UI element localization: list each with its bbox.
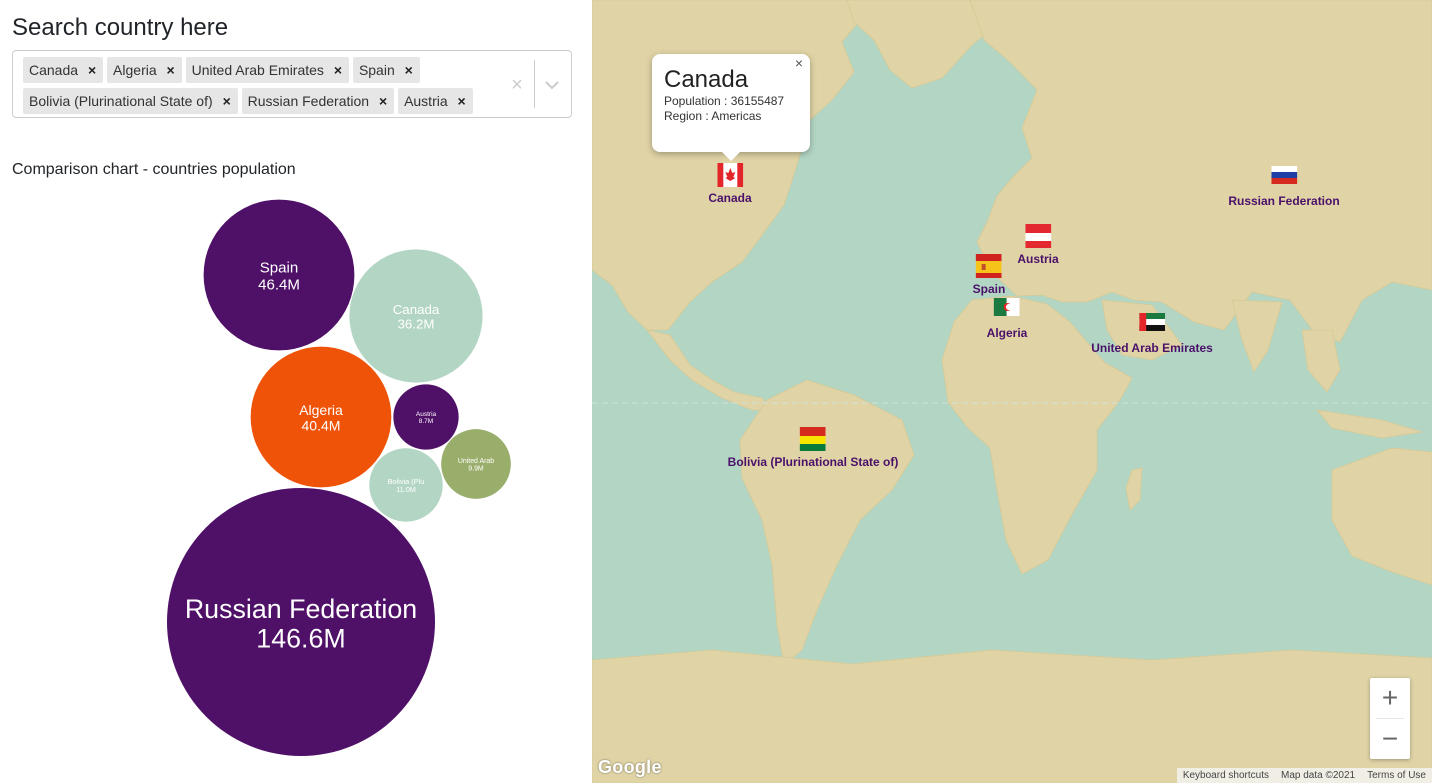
- bubble-label: Bolivia (Plu: [388, 477, 425, 486]
- algeria-flag-icon: [994, 298, 1020, 322]
- bubble-circle: [167, 488, 435, 756]
- zoom-divider: [1376, 718, 1404, 719]
- world-map-background: [592, 0, 1432, 783]
- selected-chips: Canada × Algeria × United Arab Emirates …: [23, 55, 503, 117]
- chip-label: Algeria: [113, 62, 157, 78]
- chip-label: Canada: [29, 62, 79, 78]
- bubble-value-label: 11.0M: [396, 485, 416, 494]
- map-attribution: Keyboard shortcuts Map data ©2021 Terms …: [1176, 768, 1432, 783]
- chip-label: Austria: [404, 93, 448, 109]
- close-icon[interactable]: ×: [794, 55, 804, 71]
- uae-flag-icon: [1139, 313, 1165, 337]
- chip-algeria: Algeria ×: [107, 57, 182, 83]
- bubble-label: Russian Federation: [185, 594, 417, 624]
- bubble-circle: [369, 448, 443, 522]
- clear-all-icon[interactable]: ×: [511, 74, 523, 96]
- bubble-value-label: 9.9M: [468, 466, 484, 473]
- map-data-text: Map data ©2021: [1281, 770, 1356, 781]
- chip-remove-icon[interactable]: ×: [457, 93, 466, 109]
- marker-label: Canada: [708, 191, 752, 205]
- chip-remove-icon[interactable]: ×: [404, 62, 413, 78]
- chip-canada: Canada ×: [23, 57, 104, 83]
- marker-algeria[interactable]: Algeria: [986, 298, 1028, 340]
- chip-bolivia: Bolivia (Plurinational State of) ×: [23, 88, 238, 114]
- chip-label: Russian Federation: [247, 93, 370, 109]
- marker-label: Algeria: [986, 326, 1028, 340]
- chip-uae: United Arab Emirates ×: [185, 57, 349, 83]
- bubble-label: Algeria: [299, 402, 343, 418]
- marker-label: United Arab Emirates: [1091, 341, 1213, 355]
- zoom-out-button[interactable]: −: [1381, 723, 1399, 754]
- chip-label: Bolivia (Plurinational State of): [29, 93, 213, 109]
- chip-austria: Austria ×: [398, 88, 473, 114]
- marker-austria[interactable]: Austria: [1017, 224, 1059, 266]
- bolivia-flag-icon: [800, 427, 826, 451]
- terms-of-use-link[interactable]: Terms of Use: [1367, 770, 1426, 781]
- indicator-separator: [534, 60, 535, 108]
- marker-label: Bolivia (Plurinational State of): [727, 455, 899, 469]
- bubble-value-label: 46.4M: [258, 276, 300, 293]
- marker-bolivia[interactable]: Bolivia (Plurinational State of): [727, 427, 899, 469]
- marker-label: Russian Federation: [1228, 194, 1340, 208]
- search-title: Search country here: [12, 14, 229, 41]
- bubble-chart: Spain46.4MCanada36.2MAlgeria40.4MAustria…: [167, 199, 511, 756]
- chip-label: United Arab Emirates: [191, 62, 324, 78]
- chip-remove-icon[interactable]: ×: [166, 62, 175, 78]
- bubble-label: Austria: [416, 411, 437, 418]
- bubble-circle: [441, 429, 511, 499]
- marker-label: Spain: [972, 282, 1006, 296]
- bubble-circle: [203, 199, 355, 351]
- google-logo[interactable]: Google: [598, 757, 662, 777]
- chevron-down-icon[interactable]: [540, 73, 564, 97]
- map-view[interactable]: Canada Russian Federation Austria Spain …: [592, 0, 1432, 783]
- bubble-label: United Arab: [458, 458, 494, 465]
- bubble-label: Spain: [260, 260, 299, 277]
- spain-flag-icon: [975, 254, 1002, 278]
- marker-spain[interactable]: Spain: [972, 254, 1006, 296]
- info-window-popup: × Canada Population : 36155487 Region : …: [652, 54, 810, 161]
- popup-population: Population : 36155487: [664, 94, 785, 108]
- chip-russia: Russian Federation ×: [241, 88, 395, 114]
- bubble-label: Canada: [393, 302, 440, 317]
- bubble-value-label: 40.4M: [301, 417, 340, 433]
- chip-remove-icon[interactable]: ×: [222, 93, 231, 109]
- chip-label: Spain: [358, 62, 395, 78]
- chip-spain: Spain ×: [352, 57, 420, 83]
- chart-title: Comparison chart - countries population: [12, 161, 296, 178]
- canada-flag-icon: [716, 163, 743, 187]
- bubble-circle: [349, 249, 483, 383]
- marker-canada[interactable]: Canada: [708, 163, 752, 205]
- chip-remove-icon[interactable]: ×: [378, 93, 388, 109]
- bubble-circle: [393, 384, 459, 450]
- keyboard-shortcuts-link[interactable]: Keyboard shortcuts: [1182, 770, 1269, 781]
- bubble-value-label: 146.6M: [256, 623, 345, 653]
- russia-flag-icon: [1270, 166, 1297, 190]
- chip-remove-icon[interactable]: ×: [87, 62, 97, 78]
- marker-label: Austria: [1017, 252, 1059, 266]
- popup-region: Region : Americas: [664, 109, 762, 123]
- chip-remove-icon[interactable]: ×: [333, 62, 343, 78]
- marker-russia[interactable]: Russian Federation: [1228, 166, 1340, 208]
- zoom-in-button[interactable]: +: [1381, 682, 1399, 713]
- bubble-value-label: 36.2M: [398, 317, 435, 332]
- country-multi-select[interactable]: Canada × Algeria × United Arab Emirates …: [12, 50, 572, 118]
- zoom-control: + −: [1370, 678, 1410, 759]
- bubble-circle: [250, 346, 392, 488]
- bubble-value-label: 8.7M: [419, 418, 434, 425]
- left-panel: Search country here Canada × Algeria × U…: [0, 0, 592, 783]
- popup-title: Canada: [664, 66, 749, 93]
- austria-flag-icon: [1025, 224, 1051, 248]
- marker-uae[interactable]: United Arab Emirates: [1091, 313, 1213, 355]
